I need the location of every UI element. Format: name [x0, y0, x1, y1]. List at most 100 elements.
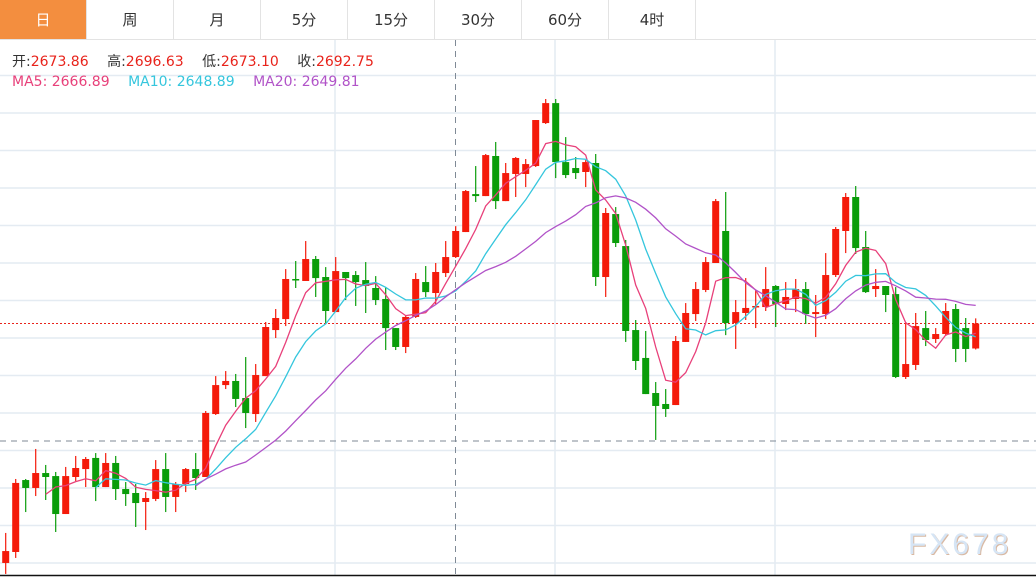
candle-up [462, 189, 470, 233]
candle-up [942, 303, 950, 337]
candle-body [42, 473, 50, 477]
ma5-value: MA5: 2666.89 [12, 74, 110, 90]
candle-down [552, 98, 560, 179]
candle-up [842, 193, 850, 254]
candle-up [72, 455, 80, 481]
candle-body [682, 312, 690, 342]
candle-down [22, 478, 30, 513]
candle-up [12, 478, 20, 558]
candle-body [272, 318, 280, 331]
candle-body [512, 157, 520, 174]
candle-body [862, 246, 870, 293]
ma5-line [45, 140, 976, 495]
candle-up [902, 321, 910, 379]
candle-down [802, 282, 810, 324]
candle-down [392, 328, 400, 351]
candle-body [302, 259, 310, 281]
candle-body [292, 278, 300, 281]
candle-body [82, 459, 90, 470]
candle-down [292, 261, 300, 288]
tab-15min[interactable]: 15分 [348, 0, 435, 39]
candle-up [82, 457, 90, 488]
candle-up [792, 278, 800, 313]
candle-body [832, 229, 840, 276]
candle-down [632, 319, 640, 370]
candles [2, 98, 980, 574]
candle-down [622, 239, 630, 342]
candle-up [712, 198, 720, 263]
candle-down [472, 166, 480, 203]
candle-down [372, 276, 380, 306]
candle-up [252, 364, 260, 422]
candle-body [202, 412, 210, 477]
candle-body [872, 286, 880, 290]
tab-day[interactable]: 日 [0, 0, 87, 39]
candle-down [642, 330, 650, 395]
ohlc-readout: 开:2673.86 高:2696.63 低:2673.10 收:2692.75 [12, 51, 388, 71]
candle-body [562, 162, 570, 176]
candle-up [262, 321, 270, 377]
candle-down [92, 453, 100, 502]
candle-down [42, 464, 50, 501]
candle-down [492, 141, 500, 210]
candle-body [442, 257, 450, 274]
close-label: 收: [297, 54, 316, 70]
candle-down [952, 303, 960, 363]
candle-down [122, 482, 130, 506]
candle-body [12, 482, 20, 552]
candle-down [572, 157, 580, 180]
candle-body [602, 212, 610, 278]
candle-body [52, 476, 60, 515]
candle-body [932, 334, 940, 340]
candle-up [452, 226, 460, 258]
candle-up [932, 328, 940, 344]
candle-up [482, 154, 490, 197]
tab-month[interactable]: 月 [174, 0, 261, 39]
candle-body [242, 398, 250, 413]
candle-body [412, 278, 420, 317]
candle-body [952, 309, 960, 349]
candle-down [52, 471, 60, 533]
candle-down [132, 484, 140, 527]
candle-up [602, 207, 610, 297]
candle-body [912, 326, 920, 365]
candle-body [122, 489, 130, 495]
candle-down [852, 186, 860, 254]
candle-down [592, 154, 600, 287]
candle-body [472, 194, 480, 197]
candle-down [962, 318, 970, 363]
candle-up [212, 376, 220, 415]
candle-body [22, 480, 30, 488]
candle-body [332, 271, 340, 313]
candle-body [102, 462, 110, 488]
candle-down [892, 287, 900, 379]
tab-5min[interactable]: 5分 [261, 0, 348, 39]
candle-down [322, 267, 330, 324]
candle-body [382, 298, 390, 329]
candle-body [462, 191, 470, 233]
candle-up [542, 98, 550, 124]
open-value: 2673.86 [30, 54, 89, 70]
candle-down [382, 287, 390, 351]
candle-body [182, 469, 190, 485]
candle-up [412, 273, 420, 319]
candle-down [342, 271, 350, 301]
candle-body [32, 473, 40, 488]
candle-body [142, 498, 150, 502]
candle-body [222, 380, 230, 386]
tab-4hour[interactable]: 4时 [609, 0, 696, 39]
period-tabs: 日 周 月 5分 15分 30分 60分 4时 [0, 0, 1036, 40]
candle-up [302, 241, 310, 281]
ma20-line [195, 195, 976, 487]
low-value: 2673.10 [220, 54, 279, 70]
tab-week[interactable]: 周 [87, 0, 174, 39]
candle-body [2, 551, 10, 563]
tab-30min[interactable]: 30分 [435, 0, 522, 39]
candle-body [342, 271, 350, 279]
candle-down [562, 137, 570, 179]
tab-60min[interactable]: 60分 [522, 0, 609, 39]
candle-body [942, 311, 950, 335]
candle-body [712, 201, 720, 263]
candle-up [222, 371, 230, 390]
